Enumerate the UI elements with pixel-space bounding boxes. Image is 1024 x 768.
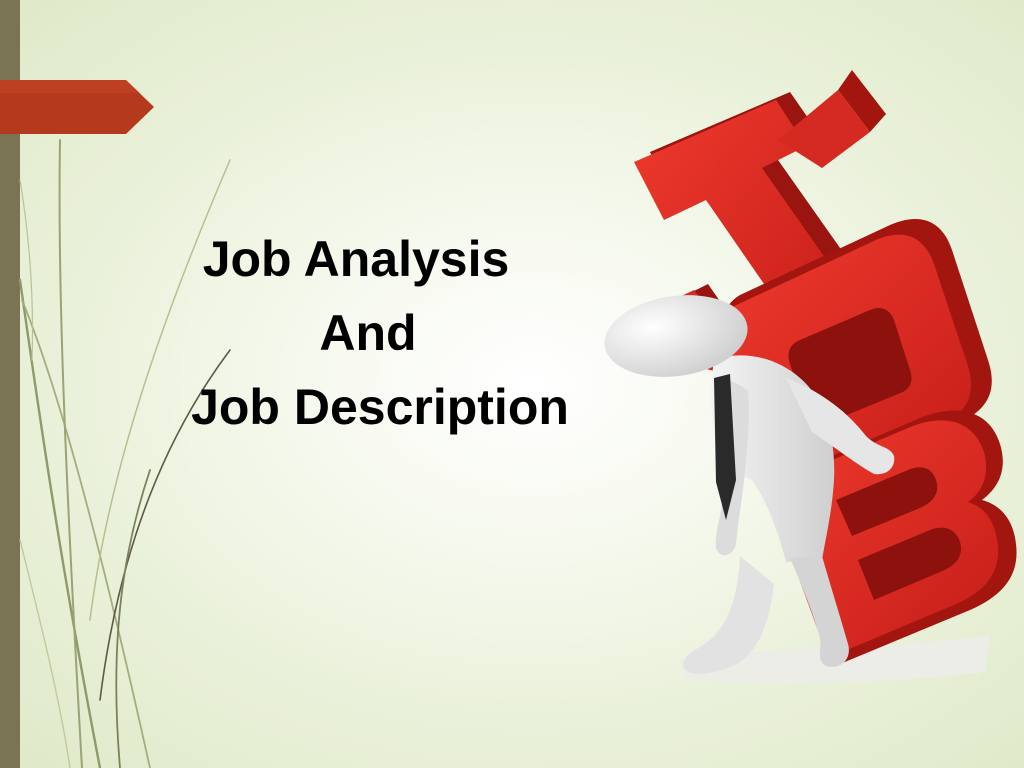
- title-line-3: Job Description: [191, 379, 569, 435]
- person-carrying-job-letters-icon: [604, 70, 1017, 684]
- title-line-2: And: [319, 305, 417, 361]
- slide-title: Job Analysis And Job Description: [120, 222, 640, 444]
- left-accent-bar: [0, 0, 20, 768]
- decorative-stems-icon: [18, 139, 231, 768]
- title-line-1: Job Analysis: [202, 231, 510, 287]
- arrow-tab-icon: [0, 80, 154, 134]
